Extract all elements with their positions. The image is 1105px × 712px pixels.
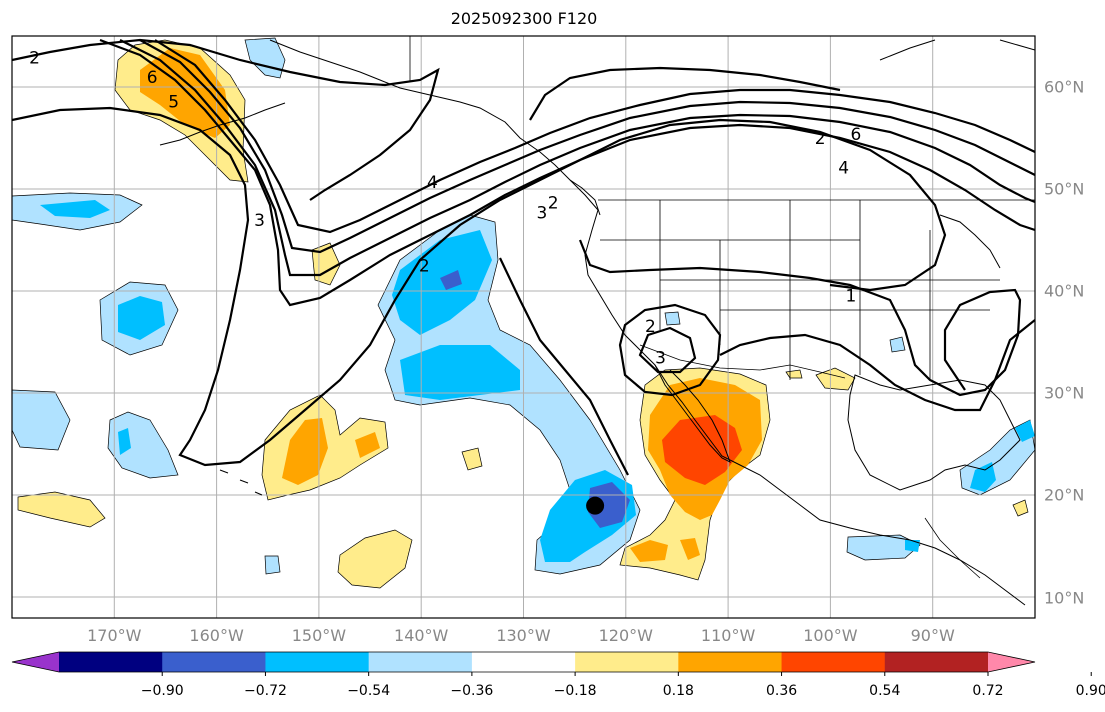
contour-label: 4 xyxy=(838,159,849,179)
lon-tick-label: 120°W xyxy=(598,626,653,645)
contour-closed-low-outer xyxy=(618,303,722,397)
contour-label: 4 xyxy=(427,173,438,193)
shading-west-yellow xyxy=(17,491,106,528)
contour-1 xyxy=(578,239,1022,397)
contour-label: 2 xyxy=(815,129,826,149)
colorbar-segment xyxy=(471,652,576,672)
hudson-bay xyxy=(999,39,1035,51)
hawaiian-islands xyxy=(219,469,263,496)
colorbar-label: 0.36 xyxy=(765,683,798,699)
contour-east-ridge xyxy=(529,66,841,121)
lon-tick-label: 150°W xyxy=(291,626,347,645)
shading-dateline-blue xyxy=(12,389,71,451)
contour-label: 2 xyxy=(419,257,430,277)
contour-label: 1 xyxy=(845,286,856,306)
baja-california xyxy=(654,364,731,464)
colorbar-label: 0.18 xyxy=(662,683,694,699)
us-mexico-border xyxy=(639,344,846,379)
shading-hawaii-blue xyxy=(107,411,179,479)
central-america-border xyxy=(924,517,981,579)
contour-4 xyxy=(119,39,1035,277)
colorbar-label: −0.36 xyxy=(450,683,494,699)
anomaly-royal-blue xyxy=(440,270,630,528)
lon-tick-label: 140°W xyxy=(394,626,449,645)
west-coast-us xyxy=(584,209,1026,606)
colorbar-segment xyxy=(884,652,989,672)
coastlines xyxy=(159,39,1035,606)
shading-gulf-coast-blue xyxy=(889,336,906,353)
colorbar xyxy=(11,651,1092,676)
lat-tick-label: 30°N xyxy=(1044,383,1085,403)
colorbar-label: 0.72 xyxy=(972,683,1004,699)
plot-frame xyxy=(11,35,1036,619)
shading-small-blue xyxy=(264,555,281,575)
contour-label: 3 xyxy=(655,349,666,369)
colorbar-segment xyxy=(162,652,266,672)
shading-socal-blue xyxy=(664,311,681,326)
contour-label: 2 xyxy=(29,48,40,68)
lat-tick-label: 20°N xyxy=(1044,485,1085,505)
state-borders xyxy=(600,200,1000,380)
colorbar-segment xyxy=(368,652,473,672)
contour-label: 2 xyxy=(645,317,656,337)
colorbar-segment xyxy=(59,652,163,672)
colorbar-label: 0.90 xyxy=(1075,683,1105,699)
contour-label: 5 xyxy=(168,92,179,112)
colorbar-label: −0.54 xyxy=(347,683,391,699)
contour-5 xyxy=(139,39,1035,254)
canada-coast xyxy=(879,39,936,61)
lat-tick-label: 60°N xyxy=(1044,77,1085,97)
aleutian-chain xyxy=(159,102,286,146)
colorbar-extend-max xyxy=(988,652,1035,672)
political-borders xyxy=(409,36,1035,579)
colorbar-label: −0.90 xyxy=(140,683,184,699)
vancouver-island xyxy=(569,179,601,216)
lon-tick-label: 130°W xyxy=(496,626,551,645)
colorbar-label: 0.54 xyxy=(869,683,901,699)
chart-title: 2025092300 F120 xyxy=(450,9,598,28)
contour-label: 3 xyxy=(536,204,547,224)
great-lakes xyxy=(939,214,1001,269)
contours xyxy=(12,38,1035,476)
lat-tick-label: 50°N xyxy=(1044,179,1085,199)
anomaly-red-orange xyxy=(662,415,742,485)
colorbar-extend-min xyxy=(12,652,59,672)
lon-tick-label: 100°W xyxy=(803,626,858,645)
shading-coast-yellow xyxy=(1012,499,1029,517)
shading-subtropic-yellow xyxy=(337,529,413,589)
colorbar-label: −0.72 xyxy=(243,683,287,699)
shading-small-yellow xyxy=(461,447,483,471)
colorbar-segment xyxy=(265,652,370,672)
shading-east-pacific-blue xyxy=(846,534,921,561)
lat-tick-label: 10°N xyxy=(1044,588,1085,608)
lon-tick-label: 90°W xyxy=(910,626,955,645)
contour-label: 6 xyxy=(851,125,862,145)
lon-tick-label: 170°W xyxy=(87,626,142,645)
contour-closed-low-inner xyxy=(638,326,697,374)
colorbar-segment xyxy=(575,652,679,672)
storm-center-marker xyxy=(586,496,605,515)
lat-tick-label: 40°N xyxy=(1044,281,1085,301)
colorbar-segment xyxy=(781,652,886,672)
colorbar-outline xyxy=(11,651,1036,673)
colorbar-label: −0.18 xyxy=(553,683,597,699)
lon-tick-label: 160°W xyxy=(189,626,244,645)
colorbar-segment xyxy=(678,652,783,672)
gulf-coast xyxy=(847,374,1021,491)
contour-6 xyxy=(154,39,1035,234)
contour-label: 3 xyxy=(254,211,265,231)
lon-tick-label: 110°W xyxy=(700,626,756,645)
alaska-coast xyxy=(269,39,599,211)
contour-3 xyxy=(99,38,1035,307)
contour-tropical-trough xyxy=(499,257,629,476)
contour-2-outer xyxy=(12,106,947,467)
contour-mexico-low xyxy=(719,319,1035,412)
contour-label: 2 xyxy=(548,193,559,213)
contour-label: 6 xyxy=(147,68,158,88)
